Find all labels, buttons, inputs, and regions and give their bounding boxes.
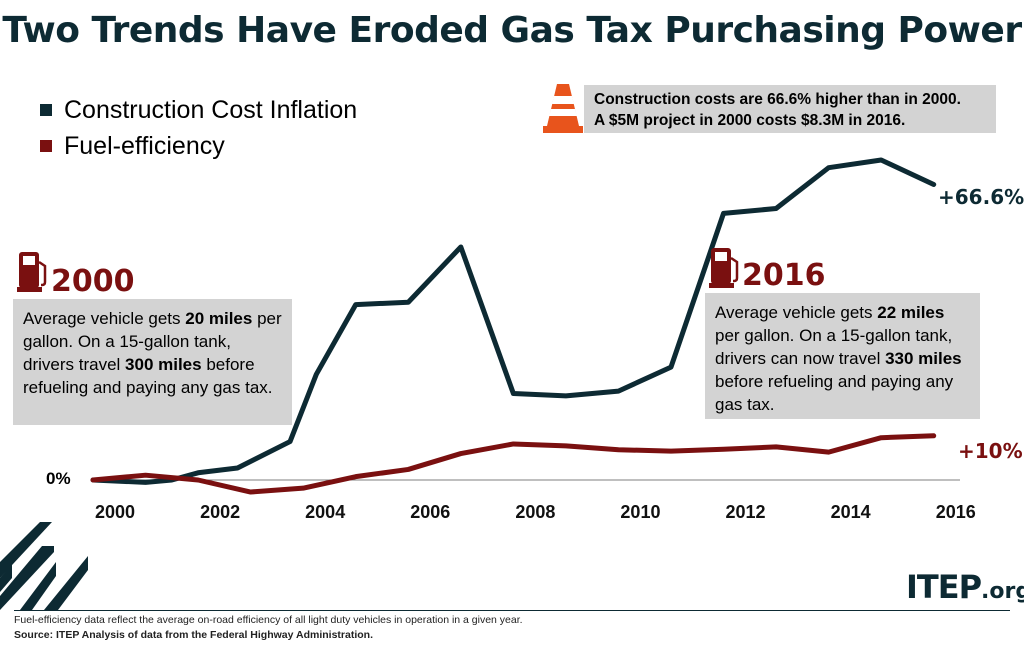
construction-callout-line1: Construction costs are 66.6% higher than… (594, 91, 961, 108)
callout-2016-text1: Average vehicle gets (715, 303, 878, 322)
callout-2016-bold2: 330 miles (885, 349, 962, 368)
year-2000-heading: 2000 (51, 264, 135, 299)
gas-pump-icon (17, 252, 47, 292)
legend: Construction Cost Inflation Fuel-efficie… (40, 92, 357, 164)
legend-swatch-construction (40, 104, 52, 116)
x-tick-label: 2000 (95, 502, 135, 522)
gas-pump-icon (709, 248, 739, 288)
x-tick-label: 2004 (305, 502, 345, 522)
x-tick-label: 2010 (620, 502, 660, 522)
callout-2000-text1: Average vehicle gets (23, 309, 186, 328)
source-note: Source: ITEP Analysis of data from the F… (14, 629, 374, 641)
callout-2000-text2: per gallon. On a 15-gallon tank, drivers… (23, 309, 282, 374)
callout-2000-bold1: 20 miles (185, 309, 253, 328)
itep-stripes-logo (0, 522, 88, 610)
callout-2000-text3: before refueling and paying any gas tax. (23, 355, 273, 397)
callout-2000-bold2: 300 miles (125, 355, 202, 374)
x-tick-labels: 2000 2002 2004 2006 2008 2010 2012 2014 2016 (95, 502, 976, 522)
chart-title: Two Trends Have Eroded Gas Tax Purchasin… (2, 10, 1022, 51)
y-zero-label: 0% (46, 469, 71, 488)
footnote: Fuel-efficiency data reflect the average… (14, 614, 523, 626)
legend-item-construction: Construction Cost Inflation (40, 92, 357, 128)
construction-cost-line (90, 157, 937, 485)
legend-swatch-fuel (40, 140, 52, 152)
legend-label-fuel: Fuel-efficiency (64, 131, 225, 160)
brand-suffix: .org (981, 579, 1024, 604)
construction-end-label: +66.6% (938, 185, 1024, 209)
footer-divider (14, 610, 1010, 611)
callout-2016-text3: before refueling and paying any gas tax. (715, 372, 954, 414)
x-tick-label: 2002 (200, 502, 240, 522)
series-lines (90, 157, 937, 495)
construction-callout: Construction costs are 66.6% higher than… (584, 85, 996, 133)
construction-callout-line2: A $5M project in 2000 costs $8.3M in 201… (594, 112, 906, 129)
traffic-cone-icon (543, 84, 583, 133)
x-tick-label: 2008 (515, 502, 555, 522)
callout-2016: Average vehicle gets 22 miles per gallon… (705, 293, 980, 419)
year-2016-heading: 2016 (742, 258, 826, 293)
legend-label-construction: Construction Cost Inflation (64, 95, 358, 124)
x-tick-label: 2014 (831, 502, 871, 522)
brand-wordmark: ITEP.org (906, 568, 1024, 606)
x-tick-label: 2012 (726, 502, 766, 522)
legend-item-fuel: Fuel-efficiency (40, 128, 357, 164)
fuel-end-label: +10% (958, 439, 1023, 463)
fuel-efficiency-line (90, 433, 937, 495)
callout-2000: Average vehicle gets 20 miles per gallon… (13, 299, 292, 425)
brand-main: ITEP (906, 568, 982, 606)
x-tick-label: 2016 (936, 502, 976, 522)
callout-2016-bold1: 22 miles (877, 303, 945, 322)
callout-2016-text2: per gallon. On a 15-gallon tank, drivers… (715, 326, 953, 368)
x-tick-label: 2006 (410, 502, 450, 522)
